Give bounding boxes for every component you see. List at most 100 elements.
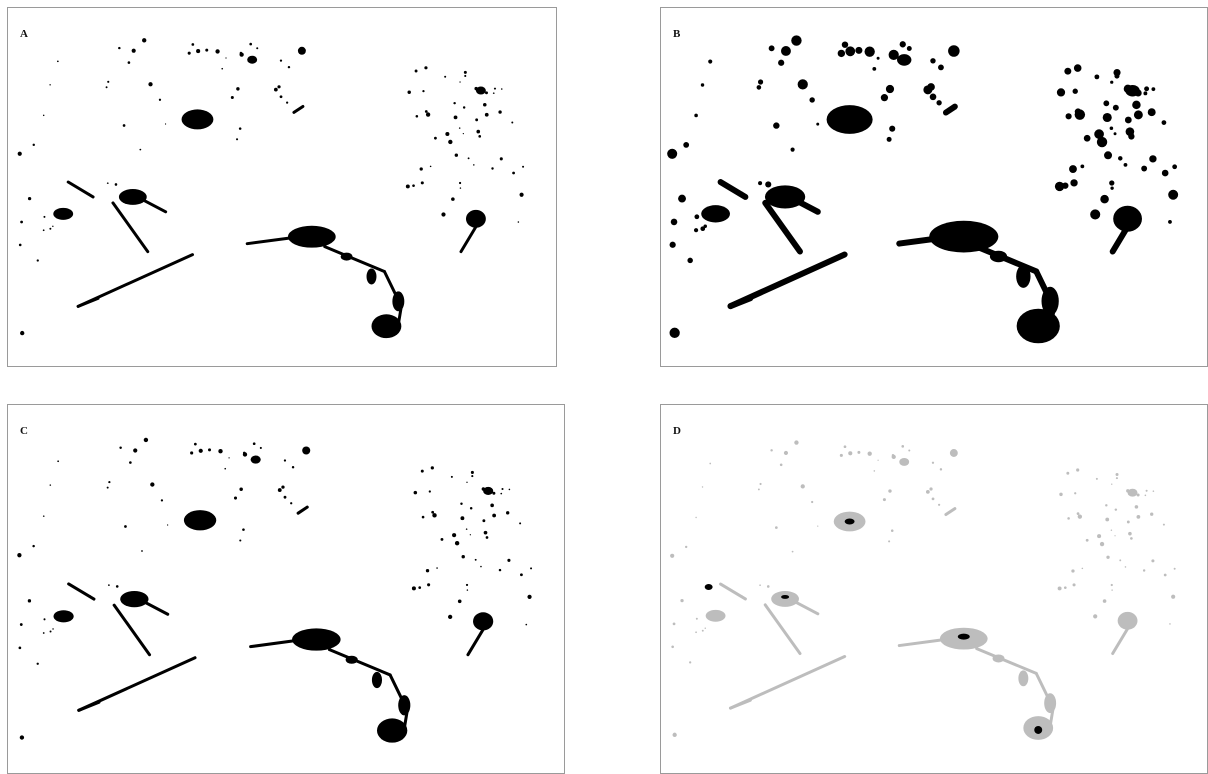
panel-a-speck xyxy=(114,183,118,186)
panel-d-speck xyxy=(695,617,698,620)
panel-c-speck xyxy=(432,513,437,518)
panel-d-speck xyxy=(1105,517,1110,522)
panel-b-speck xyxy=(708,59,713,64)
panel-d-cell-blob xyxy=(949,449,958,457)
panel-b-speck xyxy=(816,122,820,126)
panel-a-speck xyxy=(142,38,147,43)
panel-c-speck xyxy=(108,480,111,484)
panel-c-label: C xyxy=(20,425,28,437)
panel-c-speck xyxy=(17,553,22,558)
panel-d-speck xyxy=(766,585,770,588)
panel-b-speck xyxy=(757,79,764,85)
panel-c-speck xyxy=(43,618,46,621)
panel-c-speck xyxy=(277,488,282,492)
panel-b-speck xyxy=(880,94,889,102)
panel-b-speck xyxy=(906,46,912,51)
panel-b-speck xyxy=(670,218,678,226)
panel-d-speck xyxy=(1110,583,1113,587)
panel-d-speck xyxy=(1128,531,1132,536)
panel-d-speck xyxy=(1102,599,1107,603)
panel-d-speck xyxy=(1105,504,1108,507)
panel-a-process-line xyxy=(245,236,294,246)
panel-c-speck xyxy=(520,573,523,577)
panel-a-speck xyxy=(249,42,253,46)
panel-b-speck xyxy=(667,148,678,159)
panel-c-speck xyxy=(18,646,22,650)
panel-c-speck xyxy=(508,488,511,491)
panel-c-speck xyxy=(431,510,435,514)
panel-a-process-line xyxy=(126,190,168,214)
panel-a-speck xyxy=(20,220,23,224)
panel-c-speck xyxy=(527,594,532,599)
panel-c-speck xyxy=(427,583,431,587)
panel-d-speck xyxy=(1150,512,1154,516)
panel-c-speck xyxy=(106,486,109,489)
panel-d-speck xyxy=(1145,489,1148,492)
panel-b-speck xyxy=(864,46,875,57)
panel-b-speck xyxy=(703,224,707,228)
panel-d: D xyxy=(660,404,1208,774)
panel-a-process-line xyxy=(292,104,305,114)
panel-c-speck xyxy=(420,469,424,473)
panel-c-speck xyxy=(49,630,52,633)
panel-a-speck xyxy=(32,143,35,147)
panel-b-speck xyxy=(889,125,896,132)
panel-b-speck xyxy=(797,79,808,90)
panel-d-speck xyxy=(839,453,843,457)
panel-b: B xyxy=(660,7,1208,367)
panel-a-speck xyxy=(498,110,502,114)
panel-b-speck xyxy=(929,93,937,101)
panel-b-speck xyxy=(1056,88,1066,97)
panel-b-speck xyxy=(1149,155,1157,163)
panel-b-speck xyxy=(1110,186,1114,190)
panel-a-speck xyxy=(467,157,470,160)
panel-c-cell-blob xyxy=(292,628,341,651)
panel-a-speck xyxy=(422,89,425,93)
panel-c-speck xyxy=(108,584,110,586)
panel-c-speck xyxy=(466,481,468,483)
panel-d-speck xyxy=(671,645,674,649)
panel-b-speck xyxy=(845,46,856,57)
panel-d-speck xyxy=(1059,492,1063,497)
panel-a-speck xyxy=(445,132,450,137)
panel-a-speck xyxy=(236,87,240,91)
panel-d-speck xyxy=(1074,492,1077,495)
panel-b-speck xyxy=(855,46,863,54)
panel-c-speck xyxy=(228,457,230,459)
panel-b-speck xyxy=(1070,179,1078,187)
panel-b-cell-blob xyxy=(929,220,999,253)
panel-d-speck xyxy=(791,550,794,553)
panel-d-speck xyxy=(888,540,891,543)
panel-b-speck xyxy=(1168,189,1179,200)
panel-a-speck xyxy=(462,106,466,109)
panel-d-speck xyxy=(848,451,853,456)
panel-b-speck xyxy=(899,41,906,48)
panel-d-overlap-mark xyxy=(1034,725,1043,734)
panel-d-speck xyxy=(901,445,905,448)
panel-b-speck xyxy=(1112,104,1119,111)
panel-a-speck xyxy=(453,101,456,105)
panel-a-speck xyxy=(256,47,259,50)
panel-d-speck xyxy=(672,622,676,626)
panel-c-cell-blob xyxy=(371,671,383,689)
panel-d-speck xyxy=(1115,477,1118,480)
panel-a-speck xyxy=(424,110,428,113)
panel-d-speck xyxy=(757,488,760,491)
panel-a-speck xyxy=(478,134,482,138)
panel-b-speck xyxy=(837,49,846,58)
panel-b-cell-blob xyxy=(1113,205,1142,232)
panel-c-speck xyxy=(457,599,462,604)
panel-a-speck xyxy=(458,181,462,185)
panel-c-process-line xyxy=(402,708,409,731)
panel-b-speck xyxy=(1123,163,1128,167)
panel-b-speck xyxy=(1100,194,1109,204)
panel-b-speck xyxy=(756,85,762,90)
panel-d-speck xyxy=(770,449,773,452)
panel-c-process-line xyxy=(388,673,409,712)
panel-b-speck xyxy=(841,41,849,48)
panel-b-process-line xyxy=(973,243,1040,275)
panel-d-image xyxy=(670,440,1176,740)
panel-d-speck xyxy=(1126,520,1130,524)
panel-a-speck xyxy=(277,85,281,89)
panel-c-speck xyxy=(224,467,227,470)
